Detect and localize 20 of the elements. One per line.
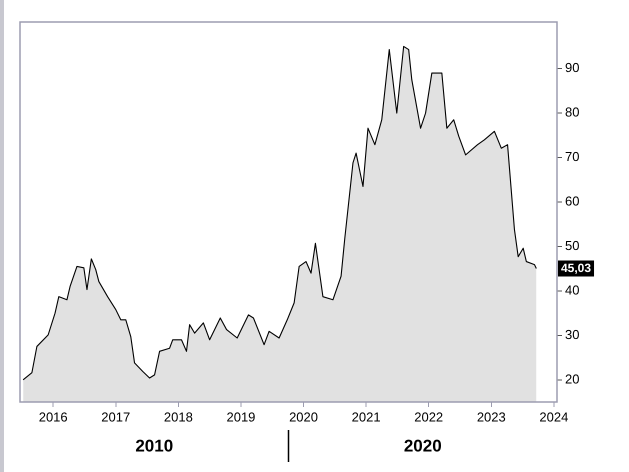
x-tick-label: 2016 bbox=[38, 409, 68, 424]
y-tick-label: 60 bbox=[565, 194, 580, 209]
x-tick-label: 2021 bbox=[352, 409, 381, 424]
text: 2010 bbox=[135, 436, 174, 456]
y-tick-label: 80 bbox=[565, 104, 580, 120]
y-tick-label: 90 bbox=[565, 60, 580, 76]
x-tick-label: 2018 bbox=[164, 409, 193, 424]
x-tick-label: 2017 bbox=[101, 409, 130, 424]
text: 2020 bbox=[404, 436, 442, 456]
y-tick-label: 30 bbox=[565, 326, 580, 342]
y-tick-label: 20 bbox=[565, 371, 580, 386]
y-tick-label: 50 bbox=[565, 238, 580, 254]
x-tick-label: 2024 bbox=[539, 409, 568, 424]
annotation: 45,03 bbox=[561, 260, 592, 275]
x-tick-label: 2019 bbox=[226, 409, 256, 424]
x-tick-label: 2022 bbox=[414, 409, 444, 424]
y-tick-label: 40 bbox=[565, 282, 580, 298]
x-tick-label: 2023 bbox=[476, 409, 506, 424]
x-tick-label: 2020 bbox=[289, 409, 318, 424]
y-tick-label: 70 bbox=[565, 149, 580, 164]
